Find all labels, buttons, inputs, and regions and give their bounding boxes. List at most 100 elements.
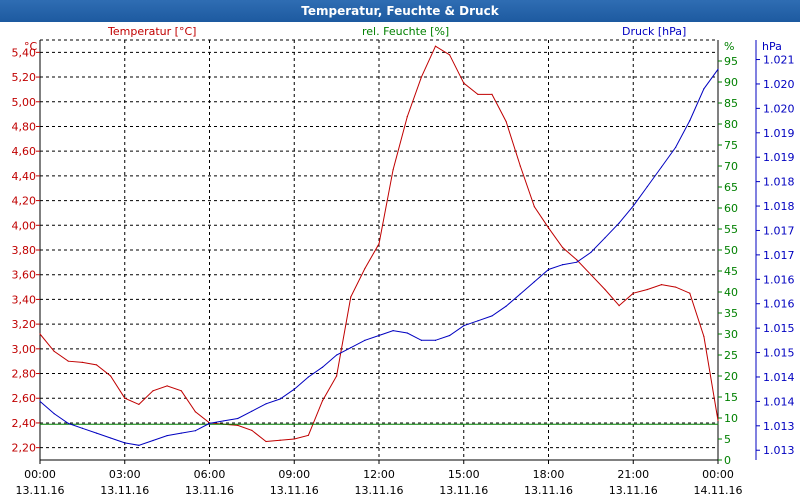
humidity-tick-label: 70: [724, 160, 738, 173]
data-point-pressure: [717, 68, 719, 70]
x-tick-date: 13.11.16: [270, 484, 319, 497]
x-tick-time: 09:00: [278, 468, 310, 481]
window-title: Temperatur, Feuchte & Druck: [0, 0, 800, 22]
x-tick-date: 13.11.16: [185, 484, 234, 497]
pressure-tick-label: 1.016: [763, 298, 795, 311]
data-point-pressure: [237, 417, 239, 420]
data-point-temperature: [604, 288, 606, 291]
data-point-temperature: [110, 375, 112, 377]
humidity-tick-label: 15: [724, 391, 738, 404]
temperature-tick-label: 5,00: [12, 96, 37, 109]
temperature-tick-label: 3,20: [12, 318, 37, 331]
x-tick-time: 00:00: [702, 468, 734, 481]
humidity-tick-label: 95: [724, 55, 738, 68]
data-point-temperature: [703, 335, 705, 338]
humidity-tick-label: 85: [724, 97, 738, 110]
data-point-temperature: [279, 439, 281, 441]
data-point-pressure: [547, 268, 550, 271]
pressure-tick-label: 1.018: [763, 176, 795, 189]
x-tick-date: 13.11.16: [100, 484, 149, 497]
data-point-temperature: [166, 385, 168, 387]
data-point-temperature: [378, 243, 380, 245]
data-point-pressure: [152, 439, 154, 442]
data-point-pressure: [505, 305, 507, 307]
data-point-temperature: [505, 120, 507, 123]
data-point-pressure: [590, 251, 592, 254]
data-point-pressure: [378, 334, 380, 337]
humidity-tick-label: 90: [724, 76, 738, 89]
data-point-temperature: [675, 286, 677, 288]
humidity-tick-label: 35: [724, 307, 738, 320]
humidity-tick-label: 65: [724, 181, 738, 194]
data-point-temperature: [632, 292, 634, 294]
humidity-tick-label: 10: [724, 412, 738, 425]
x-tick-date: 13.11.16: [439, 484, 488, 497]
x-tick-time: 21:00: [617, 468, 649, 481]
pressure-tick-label: 1.017: [763, 224, 795, 237]
data-point-pressure: [251, 410, 253, 412]
humidity-tick-label: 5: [724, 433, 731, 446]
data-point-pressure: [632, 205, 634, 207]
data-point-temperature: [646, 288, 648, 291]
data-point-temperature: [660, 283, 663, 286]
pressure-tick-label: 1.015: [763, 322, 795, 335]
data-point-temperature: [463, 82, 465, 84]
data-point-pressure: [67, 422, 69, 424]
humidity-tick-label: 30: [724, 328, 738, 341]
temperature-tick-label: 4,80: [12, 120, 37, 133]
x-tick-date: 14.11.16: [694, 484, 743, 497]
data-point-temperature: [152, 390, 154, 392]
temperature-tick-label: 4,40: [12, 170, 37, 183]
data-point-pressure: [95, 432, 98, 434]
data-point-temperature: [39, 333, 41, 335]
legend-pressure: Druck [hPa]: [622, 25, 687, 38]
unit-pressure: hPa: [762, 40, 782, 53]
data-point-pressure: [138, 444, 140, 446]
legend-humidity: rel. Feuchte [%]: [362, 25, 450, 38]
data-point-temperature: [392, 169, 394, 171]
humidity-tick-label: 25: [724, 349, 738, 362]
x-tick-date: 13.11.16: [16, 484, 65, 497]
humidity-tick-label: 75: [724, 139, 738, 152]
humidity-tick-label: 80: [724, 118, 738, 131]
data-point-temperature: [434, 45, 437, 47]
data-point-temperature: [449, 54, 451, 56]
data-point-pressure: [477, 320, 479, 322]
pressure-tick-label: 1.015: [763, 347, 795, 360]
data-point-pressure: [279, 398, 281, 400]
data-point-pressure: [364, 339, 366, 341]
unit-temperature: °C: [24, 40, 38, 53]
data-point-pressure: [265, 403, 267, 405]
data-point-temperature: [53, 350, 55, 352]
pressure-tick-label: 1.013: [763, 420, 795, 433]
data-point-pressure: [53, 413, 55, 415]
pressure-tick-label: 1.020: [763, 102, 795, 115]
data-point-temperature: [491, 93, 493, 95]
data-point-temperature: [95, 364, 98, 366]
temperature-tick-label: 4,60: [12, 145, 37, 158]
data-point-temperature: [618, 304, 620, 307]
data-point-temperature: [251, 429, 253, 431]
data-point-temperature: [237, 424, 239, 427]
data-point-temperature: [562, 246, 564, 249]
pressure-tick-label: 1.021: [763, 54, 795, 67]
humidity-tick-label: 0: [724, 454, 731, 467]
x-tick-time: 12:00: [363, 468, 395, 481]
x-tick-time: 15:00: [448, 468, 480, 481]
data-point-pressure: [208, 422, 211, 424]
data-point-pressure: [604, 237, 606, 239]
data-point-temperature: [293, 438, 295, 440]
data-point-temperature: [321, 400, 324, 402]
data-point-pressure: [434, 339, 437, 341]
pressure-tick-label: 1.014: [763, 395, 795, 408]
humidity-tick-label: 40: [724, 286, 738, 299]
data-point-pressure: [166, 434, 168, 437]
x-tick-time: 00:00: [24, 468, 56, 481]
data-point-temperature: [590, 274, 592, 276]
data-point-temperature: [336, 375, 338, 377]
data-point-pressure: [180, 432, 182, 434]
data-point-temperature: [265, 440, 267, 443]
data-point-humidity: [717, 423, 719, 425]
data-point-pressure: [194, 430, 196, 432]
